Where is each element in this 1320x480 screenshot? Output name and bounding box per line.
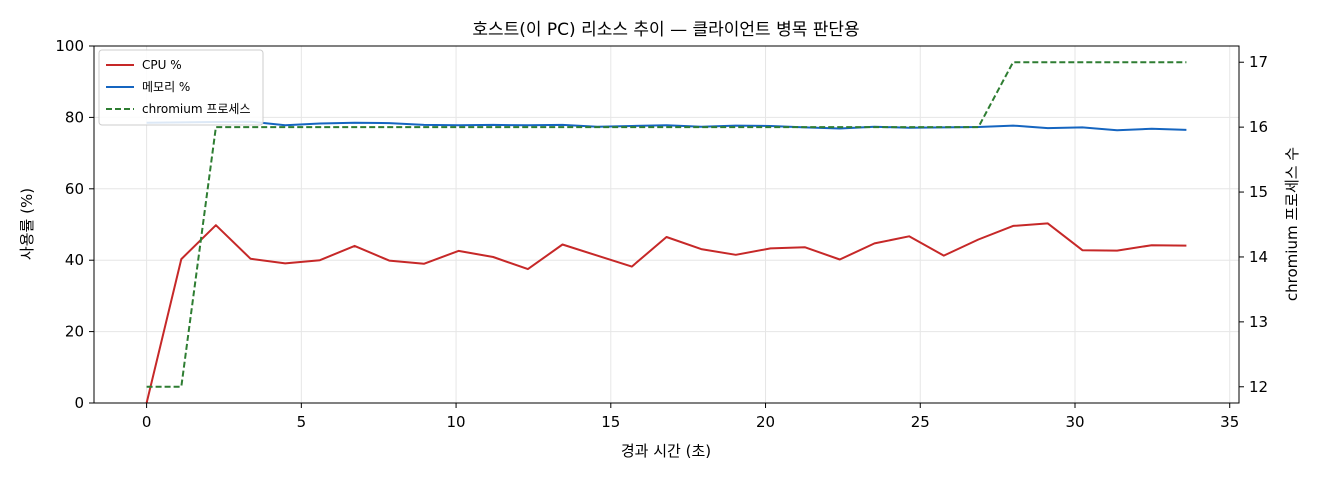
x-tick-label: 15 xyxy=(601,413,620,431)
x-tick-label: 20 xyxy=(756,413,775,431)
x-axis: 0 5 10 15 20 25 30 35 xyxy=(142,403,1239,431)
y-tick-label: 20 xyxy=(65,323,84,341)
y2-tick-label: 14 xyxy=(1249,248,1268,266)
y2-tick-label: 15 xyxy=(1249,183,1268,201)
y-tick-label: 60 xyxy=(65,180,84,198)
x-tick-label: 30 xyxy=(1065,413,1084,431)
x-tick-label: 5 xyxy=(297,413,307,431)
x-axis-title: 경과 시간 (초) xyxy=(621,442,711,460)
y-tick-label: 0 xyxy=(74,394,84,412)
series-layer xyxy=(145,61,1187,404)
legend-label-2: chromium 프로세스 xyxy=(142,102,251,116)
y2-tick-label: 13 xyxy=(1249,313,1268,331)
y2-tick-label: 16 xyxy=(1249,118,1268,136)
y-axis-right-title: chromium 프로세스 수 xyxy=(1283,147,1301,301)
series-line-1 xyxy=(146,120,1187,132)
y2-tick-label: 12 xyxy=(1249,378,1268,396)
y-axis-left: 0 20 40 60 80 100 xyxy=(55,37,94,412)
legend-label-1: 메모리 % xyxy=(142,80,190,94)
plot-frame xyxy=(93,45,1240,404)
y2-tick-label: 17 xyxy=(1249,53,1268,71)
legend: CPU % 메모리 % chromium 프로세스 xyxy=(98,49,264,126)
series-line-2 xyxy=(146,61,1187,388)
x-tick-label: 10 xyxy=(447,413,466,431)
x-tick-label: 0 xyxy=(142,413,152,431)
y-axis-left-title: 사용률 (%) xyxy=(18,188,36,260)
legend-label-0: CPU % xyxy=(142,58,182,72)
x-tick-label: 35 xyxy=(1220,413,1239,431)
y-tick-label: 100 xyxy=(55,37,84,55)
y-tick-label: 80 xyxy=(65,108,84,126)
chart-title: 호스트(이 PC) 리소스 추이 — 클라이언트 병목 판단용 xyxy=(472,20,859,40)
x-tick-label: 25 xyxy=(911,413,930,431)
series-line-0 xyxy=(145,222,1187,404)
y-tick-label: 40 xyxy=(65,251,84,269)
y-axis-right: 12 13 14 15 16 17 xyxy=(1239,53,1268,396)
legend-frame xyxy=(98,49,264,126)
